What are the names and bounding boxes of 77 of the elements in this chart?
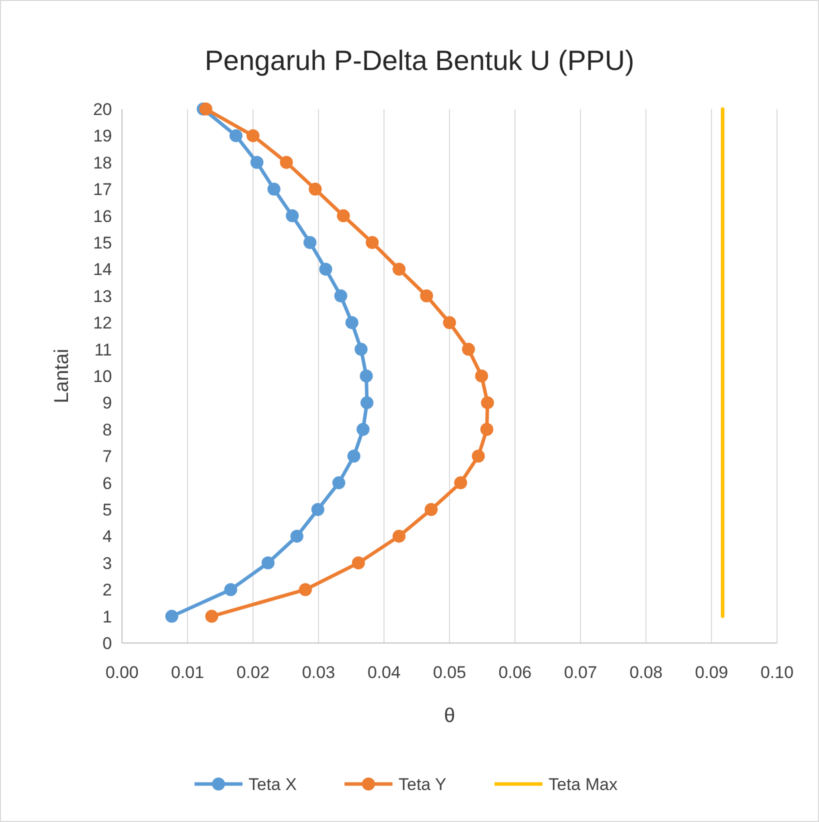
x-tick-label: 0.07	[564, 663, 598, 682]
y-tick-label: 10	[93, 367, 112, 386]
point	[345, 316, 358, 330]
point	[205, 610, 218, 623]
y-tick-label: 16	[93, 206, 112, 226]
y-tick-label: 20	[93, 100, 112, 119]
y-tick-label: 5	[102, 500, 112, 520]
x-tick-label: 0.09	[694, 663, 728, 682]
point	[420, 289, 434, 302]
y-tick-label: 0	[102, 634, 112, 653]
point	[280, 156, 293, 169]
legend-label: Teta X	[248, 775, 297, 794]
y-tick-label: 2	[102, 580, 112, 600]
point	[308, 182, 322, 196]
point	[290, 530, 304, 543]
point	[352, 556, 365, 570]
x-tick-label: 0.08	[629, 663, 663, 682]
x-tick-label: 0.05	[432, 663, 466, 682]
point	[480, 396, 494, 410]
x-axis-title: θ	[444, 705, 456, 727]
x-tick-label: 0.02	[236, 663, 270, 682]
point	[199, 102, 212, 116]
point	[246, 129, 260, 142]
point	[334, 289, 348, 302]
point	[475, 370, 488, 382]
y-tick-label: 6	[102, 474, 112, 493]
point	[443, 316, 456, 330]
x-tick-label: 0.04	[367, 663, 401, 682]
point	[360, 396, 374, 410]
y-tick-label: 15	[93, 234, 112, 252]
point	[224, 583, 238, 596]
x-tick-label: 0.01	[170, 663, 204, 682]
point	[392, 262, 406, 276]
y-tick-label: 1	[102, 607, 112, 626]
y-tick-label: 18	[93, 153, 112, 172]
legend-label: Teta Y	[398, 775, 446, 794]
point	[472, 450, 485, 463]
point	[332, 476, 346, 490]
y-tick-label: 19	[93, 126, 112, 146]
point	[347, 450, 360, 463]
point	[229, 129, 242, 142]
point	[298, 583, 312, 596]
y-axis-title: Lantai	[51, 348, 73, 404]
chart-title: Pengaruh P-Delta Bentuk U (PPU)	[204, 45, 634, 76]
y-tick-label: 8	[102, 420, 112, 440]
point	[356, 422, 370, 436]
point	[165, 610, 178, 623]
point	[462, 342, 475, 356]
point	[250, 156, 264, 169]
x-tick-label: 0.06	[498, 663, 532, 682]
x-tick-label: 0.03	[302, 663, 336, 682]
point	[424, 503, 438, 516]
point	[319, 262, 332, 276]
y-tick-label: 12	[93, 314, 112, 333]
y-tick-label: 3	[102, 554, 112, 573]
y-tick-label: 14	[93, 260, 112, 280]
y-tick-label: 7	[102, 447, 112, 466]
point	[354, 342, 368, 356]
x-tick-label: 0.10	[760, 663, 794, 682]
y-tick-label: 9	[102, 394, 112, 413]
y-tick-label: 17	[93, 180, 112, 200]
point	[303, 236, 316, 249]
point	[336, 209, 350, 222]
point	[262, 556, 275, 570]
point	[267, 182, 280, 196]
legend-label: Teta Max	[548, 775, 618, 794]
point	[311, 503, 324, 516]
y-tick-label: 13	[93, 286, 112, 306]
y-tick-label: 11	[94, 340, 112, 360]
point	[366, 236, 379, 249]
point	[392, 530, 406, 543]
y-tick-label: 4	[102, 527, 112, 546]
point	[480, 422, 494, 436]
point	[286, 209, 299, 222]
point	[360, 370, 373, 382]
x-tick-label: 0.00	[105, 663, 139, 682]
point	[454, 476, 468, 490]
